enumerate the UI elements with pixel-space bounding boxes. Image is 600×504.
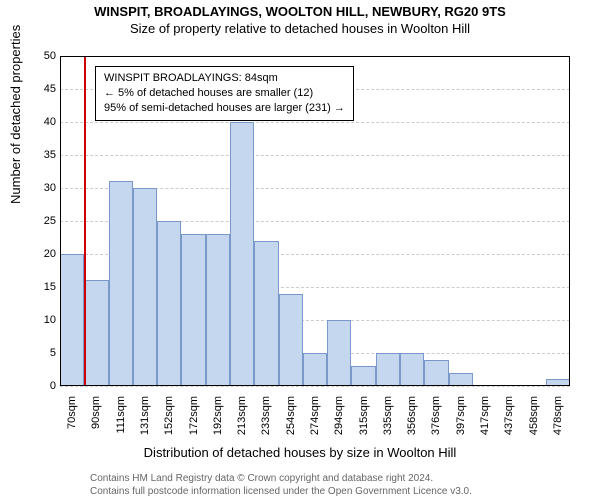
chart-subtitle: Size of property relative to detached ho… — [0, 21, 600, 36]
histogram-bar — [60, 254, 84, 386]
y-tick: 10 — [30, 314, 56, 326]
chart-title-address: WINSPIT, BROADLAYINGS, WOOLTON HILL, NEW… — [0, 4, 600, 19]
x-axis-label: Distribution of detached houses by size … — [0, 445, 600, 460]
y-tick: 25 — [30, 215, 56, 227]
histogram-bar — [279, 294, 303, 386]
histogram-bar — [521, 385, 545, 386]
histogram-bar — [546, 379, 570, 386]
gridline — [60, 155, 570, 156]
histogram-bar — [327, 320, 351, 386]
histogram-bar — [230, 122, 254, 386]
y-tick: 50 — [30, 50, 56, 62]
footer-attribution: Contains HM Land Registry data © Crown c… — [90, 473, 472, 498]
chart-area: WINSPIT BROADLAYINGS: 84sqm ← 5% of deta… — [60, 56, 570, 386]
histogram-bar — [84, 280, 108, 386]
y-tick: 45 — [30, 83, 56, 95]
y-tick: 35 — [30, 149, 56, 161]
y-tick: 40 — [30, 116, 56, 128]
y-axis-label: Number of detached properties — [8, 25, 23, 204]
y-tick: 20 — [30, 248, 56, 260]
y-tick: 5 — [30, 347, 56, 359]
annotation-box: WINSPIT BROADLAYINGS: 84sqm ← 5% of deta… — [95, 66, 354, 121]
annotation-line1: WINSPIT BROADLAYINGS: 84sqm — [104, 71, 345, 86]
histogram-bar — [109, 181, 133, 386]
histogram-bar — [376, 353, 400, 386]
histogram-bar — [351, 366, 375, 386]
gridline — [60, 122, 570, 123]
y-tick: 15 — [30, 281, 56, 293]
reference-vline — [84, 56, 86, 386]
y-tick: 0 — [30, 380, 56, 392]
histogram-bar — [400, 353, 424, 386]
gridline — [60, 56, 570, 57]
annotation-line3: 95% of semi-detached houses are larger (… — [104, 101, 345, 116]
histogram-bar — [254, 241, 278, 386]
histogram-bar — [181, 234, 205, 386]
annotation-line2: ← 5% of detached houses are smaller (12) — [104, 86, 345, 101]
histogram-bar — [206, 234, 230, 386]
histogram-bar — [497, 385, 521, 386]
footer-line2: Contains full postcode information licen… — [90, 486, 472, 499]
y-tick: 30 — [30, 182, 56, 194]
histogram-bar — [303, 353, 327, 386]
histogram-bar — [473, 385, 497, 386]
histogram-bar — [424, 360, 448, 386]
gridline — [60, 386, 570, 387]
footer-line1: Contains HM Land Registry data © Crown c… — [90, 473, 472, 486]
histogram-bar — [133, 188, 157, 386]
histogram-bar — [157, 221, 181, 386]
histogram-bar — [449, 373, 473, 386]
